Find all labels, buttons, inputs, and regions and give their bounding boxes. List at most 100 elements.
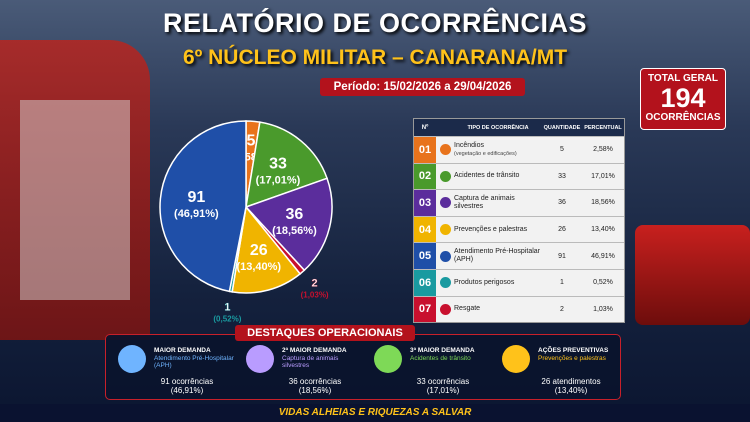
table: Nº TIPO DE OCORRÊNCIA QUANTIDADE PERCENTUAL… (413, 118, 625, 324)
highlight-count: 26 atendimentos (541, 377, 601, 386)
highlight-count: 36 ocorrências (288, 377, 342, 386)
icon (439, 170, 451, 182)
slice-value-label: 91 (187, 189, 205, 206)
row-icon (436, 144, 454, 156)
row-number: 01 (414, 137, 436, 163)
icon (439, 144, 451, 156)
row-qty: 91 (558, 252, 566, 260)
row-icon (436, 303, 454, 315)
icon (439, 303, 451, 315)
row-pct: 17,01% (591, 172, 615, 180)
pie-slice (231, 205, 302, 294)
highlight-pct: (17,01%) (426, 386, 460, 395)
row-pct: 13,40% (591, 226, 615, 234)
row-qty: 33 (558, 172, 566, 180)
row-number: 04 (414, 216, 436, 243)
highlight-title: 3ª MAIOR DEMANDA (410, 347, 475, 354)
row-type: Atendimento Pré-Hospitalar (APH) (454, 248, 540, 264)
row-icon (436, 250, 454, 262)
table-row: 04 Prevenções e palestras 26 13,40% (414, 215, 624, 243)
row-qty: 2 (560, 305, 564, 313)
pie-chart: 5(2,58%)33(17,01%)36(18,56%)2(1,03%)26(1… (159, 120, 333, 323)
row-pct: 46,91% (591, 252, 615, 260)
highlight-sub: Acidentes de trânsito (410, 355, 471, 362)
total-value: 194 (660, 83, 706, 113)
pie-slice (244, 177, 333, 272)
icon (439, 277, 451, 289)
highlight-sub: Atendimento Pré-Hospitalar (APH) (154, 355, 234, 369)
highlight-sub: Captura de animais silvestres (282, 355, 339, 369)
highlight-icon (118, 345, 146, 373)
slice-value-label: 5 (247, 132, 256, 149)
row-qty: 26 (558, 226, 566, 234)
row-number: 05 (414, 243, 436, 269)
total-label: TOTAL GERAL (648, 73, 718, 84)
highlight-item: 3ª MAIOR DEMANDA Acidentes de trânsito 33 … (368, 343, 496, 397)
slice-percent-label: (18,56%) (272, 225, 317, 237)
row-type-cell: Acidentes de trânsito (454, 172, 542, 180)
header-cell: PERCENTUAL (584, 124, 622, 131)
row-qty: 36 (558, 199, 566, 207)
row-pct: 0,52% (593, 279, 613, 287)
total-unit: OCORRÊNCIAS (645, 112, 721, 123)
row-type-cell: Resgate (454, 305, 542, 313)
highlights: MAIOR DEMANDA Atendimento Pré-Hospitalar … (105, 334, 621, 400)
slice-percent-label: (46,91%) (174, 208, 219, 220)
highlight-pct: (18,56%) (298, 386, 332, 395)
row-detail: (vegetação e edificações) (454, 150, 517, 157)
header-cell: TIPO DE OCORRÊNCIA (467, 124, 529, 131)
row-number: 06 (414, 269, 436, 296)
row-qty: 1 (560, 279, 564, 287)
subtitle: 6º NÚCLEO MILITAR – CANARANA/MT (182, 46, 568, 69)
table-row: 05 Atendimento Pré-Hospitalar (APH) 91 46,9… (414, 242, 624, 269)
pie-slice (159, 120, 247, 293)
row-number: 03 (414, 190, 436, 216)
icon (439, 224, 451, 236)
row-type-cell: Incêndios (vegetação e edificações) (454, 142, 542, 158)
row-pct: 18,56% (591, 199, 615, 207)
highlight-item: AÇÕES PREVENTIVAS Prevenções e palestras 2… (496, 343, 624, 397)
slice-value-label: 26 (250, 242, 268, 259)
table-row: 03 Captura de animais silvestres 36 18,56% (414, 189, 624, 216)
row-type: Captura de animais silvestres (454, 194, 515, 210)
highlight-title: MAIOR DEMANDA (154, 347, 211, 354)
row-type-cell: Captura de animais silvestres (454, 195, 542, 211)
building-wall (20, 100, 130, 300)
row-type-cell: Produtos perigosos (454, 279, 542, 287)
header-cell: QUANTIDADE (543, 124, 581, 131)
row-icon (436, 170, 454, 182)
row-type: Acidentes de trânsito (454, 172, 520, 180)
row-type: Prevenções e palestras (454, 225, 528, 233)
highlight-pct: (13,40%) (554, 386, 588, 395)
highlight-icon (502, 345, 530, 373)
truck-bg (635, 225, 750, 325)
row-type-cell: Prevenções e palestras (454, 226, 542, 234)
slice-value-label: 36 (286, 206, 304, 223)
slice-value-label: 2 (312, 277, 318, 289)
table-row: 07 Resgate 2 1,03% (414, 295, 624, 323)
title: RELATÓRIO DE OCORRÊNCIAS (162, 8, 587, 38)
row-pct: 1,03% (593, 305, 613, 313)
highlight-count: 91 ocorrências (160, 377, 214, 386)
highlight-count: 33 ocorrências (416, 377, 470, 386)
table-row: 01 Incêndios (vegetação e edificações) 5 2,5… (414, 136, 624, 163)
highlight-title: 2ª MAIOR DEMANDA (282, 347, 347, 354)
slice-percent-label: (13,40%) (236, 261, 281, 273)
total-box: TOTAL GERAL 194 OCORRÊNCIAS (640, 68, 726, 130)
row-pct: 2,58% (593, 146, 613, 154)
slice-value-label: 33 (269, 156, 287, 173)
row-type: Resgate (454, 305, 481, 313)
highlight-icon (374, 345, 402, 373)
period: Período: 15/02/2026 a 29/04/2026 (320, 78, 525, 96)
row-type: Incêndios (454, 141, 484, 149)
row-icon (436, 224, 454, 236)
row-type-cell: Atendimento Pré-Hospitalar (APH) (454, 248, 542, 264)
highlight-pct: (46,91%) (170, 386, 204, 395)
header-cell: Nº (414, 119, 436, 136)
slice-value-label: 1 (224, 301, 230, 313)
row-number: 02 (414, 163, 436, 190)
row-icon (436, 277, 454, 289)
footer: VIDAS ALHEIAS E RIQUEZAS A SALVAR (0, 404, 750, 422)
pie-slice (245, 121, 329, 209)
